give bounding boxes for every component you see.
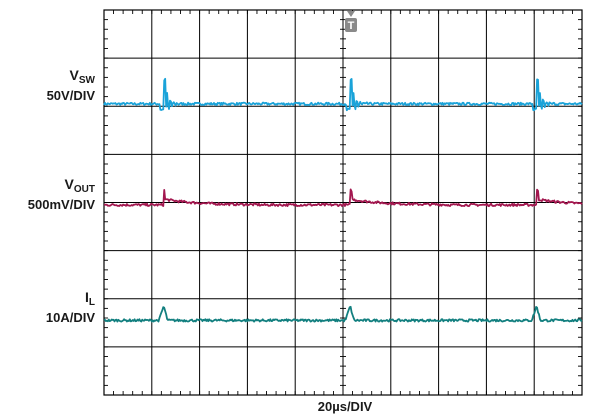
il-label: IL 10A/DIV — [45, 289, 95, 326]
x-axis-label: 20µs/DIV — [317, 399, 373, 414]
vsw-label: VSW 50V/DIV — [46, 67, 95, 104]
scope-traces — [103, 77, 583, 323]
trigger-label: T — [348, 20, 355, 32]
trigger-marker: T — [345, 11, 357, 32]
vout-label: VOUT 500mV/DIV — [27, 176, 95, 213]
trigger-box — [345, 18, 357, 32]
trigger-arrow-icon — [347, 11, 355, 17]
vsw-trace — [103, 77, 583, 112]
vout-trace — [103, 188, 583, 208]
scope-grid — [103, 9, 583, 396]
il-trace — [103, 305, 583, 323]
